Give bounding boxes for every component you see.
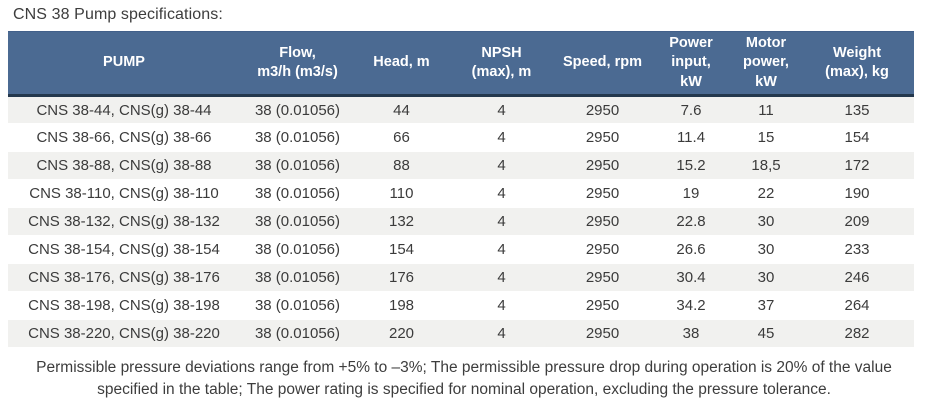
table-cell: 34.2 — [650, 291, 732, 320]
table-cell: 18,5 — [732, 151, 800, 180]
table-cell: 7.6 — [650, 95, 732, 124]
table-cell: 38 (0.01056) — [240, 263, 355, 292]
table-cell: 220 — [355, 319, 448, 348]
table-cell: 198 — [355, 291, 448, 320]
table-cell: 19 — [650, 179, 732, 208]
table-cell: 44 — [355, 95, 448, 124]
table-cell: 38 — [650, 319, 732, 348]
table-cell: 190 — [800, 179, 914, 208]
table-cell: 30 — [732, 207, 800, 236]
table-cell: 2950 — [555, 123, 650, 152]
table-cell: 11 — [732, 95, 800, 124]
table-cell: 30.4 — [650, 263, 732, 292]
table-cell: 38 (0.01056) — [240, 179, 355, 208]
table-cell: 2950 — [555, 207, 650, 236]
table-body: CNS 38-44, CNS(g) 38-44 38 (0.01056) 44 4 29… — [8, 95, 914, 348]
table-row: CNS 38-220, CNS(g) 38-220 38 (0.01056) 220… — [8, 319, 914, 348]
table-cell: 38 (0.01056) — [240, 95, 355, 124]
pump-spec-table: PUMP Flow, m3/h (m3/s) Head, m NPSH (max… — [8, 31, 914, 348]
table-cell: 37 — [732, 291, 800, 320]
table-cell: 264 — [800, 291, 914, 320]
table-cell: 110 — [355, 179, 448, 208]
table-row: CNS 38-44, CNS(g) 38-44 38 (0.01056) 44 4 29… — [8, 95, 914, 124]
table-row: CNS 38-154, CNS(g) 38-154 38 (0.01056) 154… — [8, 235, 914, 264]
table-cell: 38 (0.01056) — [240, 235, 355, 264]
table-cell: 154 — [355, 235, 448, 264]
table-cell: 209 — [800, 207, 914, 236]
table-cell: 38 (0.01056) — [240, 123, 355, 152]
table-cell: 22.8 — [650, 207, 732, 236]
table-cell: 176 — [355, 263, 448, 292]
pump-model-cell: CNS 38-176, CNS(g) 38-176 — [8, 263, 240, 292]
table-cell: 22 — [732, 179, 800, 208]
pump-model-cell: CNS 38-44, CNS(g) 38-44 — [8, 95, 240, 124]
table-cell: 233 — [800, 235, 914, 264]
table-row: CNS 38-132, CNS(g) 38-132 38 (0.01056) 132… — [8, 207, 914, 236]
table-cell: 2950 — [555, 151, 650, 180]
pump-model-cell: CNS 38-110, CNS(g) 38-110 — [8, 179, 240, 208]
pump-model-cell: CNS 38-88, CNS(g) 38-88 — [8, 151, 240, 180]
column-header-power: Power input, kW — [650, 31, 732, 97]
table-cell: 4 — [448, 95, 555, 124]
table-header-row: PUMP Flow, m3/h (m3/s) Head, m NPSH (max… — [8, 31, 914, 97]
column-header-motor: Motor power, kW — [732, 31, 800, 97]
table-cell: 66 — [355, 123, 448, 152]
table-cell: 88 — [355, 151, 448, 180]
table-cell: 45 — [732, 319, 800, 348]
column-header-weight: Weight (max), kg — [800, 31, 914, 97]
column-header-pump: PUMP — [8, 31, 240, 97]
pump-model-cell: CNS 38-132, CNS(g) 38-132 — [8, 207, 240, 236]
table-cell: 4 — [448, 263, 555, 292]
table-cell: 2950 — [555, 95, 650, 124]
table-row: CNS 38-88, CNS(g) 38-88 38 (0.01056) 88 4 29… — [8, 151, 914, 180]
table-header: PUMP Flow, m3/h (m3/s) Head, m NPSH (max… — [8, 31, 914, 97]
footer-note: Permissible pressure deviations range fr… — [36, 359, 892, 399]
table-cell: 4 — [448, 151, 555, 180]
table-row: CNS 38-198, CNS(g) 38-198 38 (0.01056) 198… — [8, 291, 914, 320]
table-cell: 38 (0.01056) — [240, 319, 355, 348]
column-header-head: Head, m — [355, 31, 448, 97]
table-cell: 15.2 — [650, 151, 732, 180]
table-cell: 4 — [448, 319, 555, 348]
table-row: CNS 38-176, CNS(g) 38-176 38 (0.01056) 176… — [8, 263, 914, 292]
table-cell: 4 — [448, 179, 555, 208]
pump-model-cell: CNS 38-198, CNS(g) 38-198 — [8, 291, 240, 320]
table-cell: 2950 — [555, 319, 650, 348]
column-header-speed: Speed, rpm — [555, 31, 650, 97]
table-cell: 30 — [732, 263, 800, 292]
table-cell: 26.6 — [650, 235, 732, 264]
pump-model-cell: CNS 38-66, CNS(g) 38-66 — [8, 123, 240, 152]
table-cell: 15 — [732, 123, 800, 152]
page-title: CNS 38 Pump specifications: — [13, 6, 223, 23]
table-cell: 246 — [800, 263, 914, 292]
table-cell: 2950 — [555, 291, 650, 320]
table-cell: 2950 — [555, 179, 650, 208]
table-cell: 154 — [800, 123, 914, 152]
table-cell: 2950 — [555, 263, 650, 292]
table-cell: 172 — [800, 151, 914, 180]
column-header-flow: Flow, m3/h (m3/s) — [240, 31, 355, 97]
table-cell: 4 — [448, 123, 555, 152]
table-row: CNS 38-110, CNS(g) 38-110 38 (0.01056) 110… — [8, 179, 914, 208]
pump-model-cell: CNS 38-220, CNS(g) 38-220 — [8, 319, 240, 348]
pump-model-cell: CNS 38-154, CNS(g) 38-154 — [8, 235, 240, 264]
table-cell: 4 — [448, 291, 555, 320]
table-cell: 38 (0.01056) — [240, 151, 355, 180]
table-cell: 2950 — [555, 235, 650, 264]
table-cell: 4 — [448, 207, 555, 236]
table-cell: 4 — [448, 235, 555, 264]
table-row: CNS 38-66, CNS(g) 38-66 38 (0.01056) 66 4 29… — [8, 123, 914, 152]
column-header-npsh: NPSH (max), m — [448, 31, 555, 97]
table-cell: 282 — [800, 319, 914, 348]
table-cell: 135 — [800, 95, 914, 124]
table-cell: 11.4 — [650, 123, 732, 152]
table-cell: 38 (0.01056) — [240, 291, 355, 320]
table-cell: 132 — [355, 207, 448, 236]
table-cell: 30 — [732, 235, 800, 264]
table-cell: 38 (0.01056) — [240, 207, 355, 236]
